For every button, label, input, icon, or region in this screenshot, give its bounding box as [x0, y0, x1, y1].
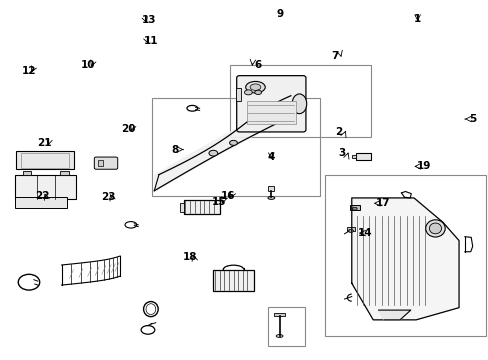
Bar — [229, 65, 370, 137]
Text: 19: 19 — [416, 161, 430, 171]
Ellipse shape — [249, 84, 260, 90]
Bar — [21, 153, 69, 168]
Bar — [273, 314, 285, 316]
Text: 8: 8 — [171, 144, 179, 154]
Ellipse shape — [244, 90, 252, 95]
FancyBboxPatch shape — [94, 157, 118, 169]
Ellipse shape — [208, 150, 217, 156]
Polygon shape — [351, 198, 458, 320]
Ellipse shape — [276, 334, 283, 337]
FancyBboxPatch shape — [236, 76, 305, 132]
Bar — [16, 151, 74, 169]
Text: 23: 23 — [101, 192, 115, 202]
Bar — [60, 171, 69, 175]
Bar — [355, 153, 370, 160]
Text: 10: 10 — [81, 59, 96, 69]
Bar — [180, 203, 183, 212]
Text: 20: 20 — [121, 124, 136, 134]
Text: 14: 14 — [357, 228, 372, 238]
Text: 16: 16 — [220, 192, 235, 202]
Text: 2: 2 — [335, 127, 342, 136]
Text: 4: 4 — [267, 152, 274, 162]
Bar — [246, 101, 295, 125]
Bar — [235, 88, 240, 101]
Bar — [15, 175, 76, 199]
Text: 9: 9 — [276, 9, 283, 19]
Bar — [349, 205, 359, 211]
Text: 11: 11 — [143, 36, 158, 46]
Text: 21: 21 — [37, 139, 52, 148]
Text: 15: 15 — [211, 197, 226, 207]
Ellipse shape — [291, 94, 306, 114]
Polygon shape — [378, 310, 410, 320]
Bar — [152, 98, 320, 196]
Text: 22: 22 — [35, 191, 49, 201]
Ellipse shape — [428, 223, 441, 234]
Bar — [212, 270, 254, 291]
Bar — [346, 227, 354, 231]
Ellipse shape — [347, 229, 353, 232]
Bar — [22, 171, 31, 175]
Text: 18: 18 — [182, 252, 197, 262]
Bar — [15, 197, 67, 208]
Ellipse shape — [351, 207, 356, 210]
Text: 13: 13 — [142, 15, 156, 26]
Bar — [267, 307, 305, 346]
Bar — [98, 160, 103, 166]
Bar — [351, 155, 355, 158]
Text: 6: 6 — [254, 59, 261, 69]
Text: 3: 3 — [338, 148, 345, 158]
Ellipse shape — [267, 197, 274, 199]
Bar — [325, 175, 485, 336]
Bar — [183, 200, 220, 215]
Text: 1: 1 — [413, 14, 420, 24]
Bar — [268, 186, 274, 192]
Ellipse shape — [229, 140, 237, 145]
Ellipse shape — [245, 81, 264, 93]
Text: 17: 17 — [375, 198, 390, 208]
Text: 7: 7 — [331, 51, 338, 61]
Ellipse shape — [425, 220, 444, 237]
Text: 5: 5 — [468, 114, 475, 124]
Text: 12: 12 — [21, 66, 36, 76]
Ellipse shape — [254, 90, 261, 95]
